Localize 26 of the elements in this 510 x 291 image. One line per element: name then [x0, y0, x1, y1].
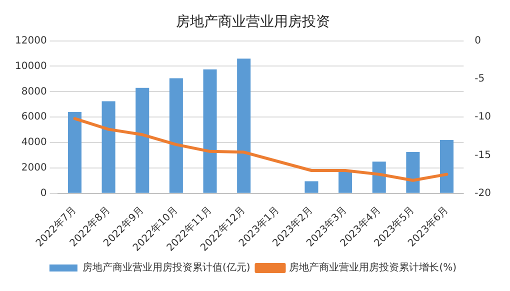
- y-tick-label: 12000: [15, 35, 47, 46]
- bar: [203, 69, 217, 193]
- bar: [372, 162, 386, 193]
- chart-title: 房地产商业营业用房投资: [176, 14, 330, 30]
- bar: [338, 170, 352, 193]
- y-tick-label: 2000: [21, 162, 47, 174]
- y2-tick-label: -20: [474, 188, 492, 199]
- legend-label: 房地产商业营业用房投资累计值(亿元): [82, 262, 250, 274]
- bar: [169, 78, 183, 193]
- bar: [440, 140, 454, 193]
- y2-tick-label: -5: [474, 74, 485, 85]
- y-tick-label: 8000: [21, 86, 47, 98]
- y-tick-label: 0: [40, 188, 47, 199]
- y2-tick-label: -10: [474, 112, 492, 123]
- bar: [136, 88, 150, 193]
- y-tick-label: 10000: [15, 60, 47, 72]
- bar: [304, 181, 318, 193]
- y-tick-label: 6000: [21, 112, 47, 123]
- y2-tick-label: -15: [474, 150, 492, 161]
- y2-tick-label: 0: [474, 35, 482, 46]
- bar: [102, 101, 116, 193]
- bar: [68, 112, 82, 193]
- y-tick-label: 4000: [21, 137, 47, 148]
- bar: [406, 152, 420, 193]
- legend-label: 房地产商业营业用房投资累计增长(%): [289, 262, 457, 274]
- bar: [237, 58, 251, 193]
